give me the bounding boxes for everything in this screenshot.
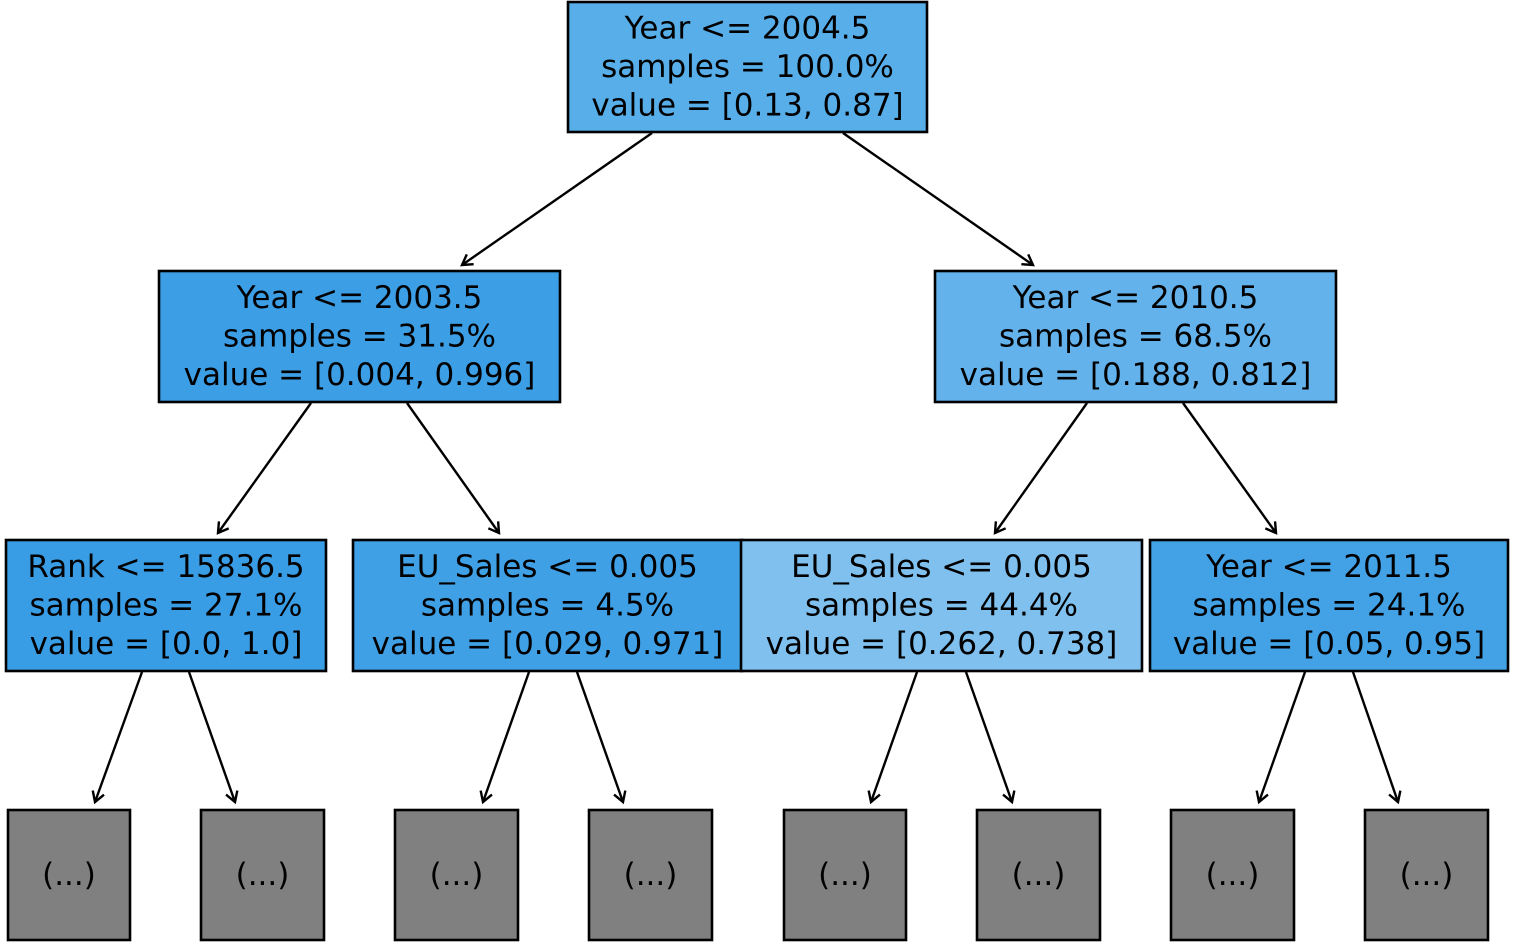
- truncated-node-box: [782, 808, 908, 942]
- truncated-node-label: (...): [818, 857, 872, 893]
- edge-arrow-n6-t7: [1351, 671, 1398, 802]
- edge-arrow-n1-n4: [406, 402, 499, 533]
- truncated-node-box: [975, 808, 1102, 942]
- node-split-label: Year <= 2003.5: [236, 280, 483, 316]
- edge-arrow-n0-n2: [842, 132, 1033, 265]
- truncated-node: (...): [587, 808, 714, 942]
- truncated-node-box: [587, 808, 714, 942]
- edge-arrow-n0-n1: [462, 132, 653, 265]
- edge-arrow-n3-t1: [187, 671, 235, 802]
- node-box: [739, 538, 1144, 673]
- node-value-label: value = [0.0, 1.0]: [30, 626, 303, 662]
- node-value-label: value = [0.05, 0.95]: [1173, 626, 1485, 662]
- edge-arrow-n4-t3: [575, 671, 623, 802]
- node-split-label: Year <= 2011.5: [1205, 549, 1452, 585]
- edge-arrow-n3-t0: [95, 671, 144, 802]
- edge-arrow-n2-n6: [1182, 402, 1276, 533]
- node-box: [566, 0, 929, 134]
- truncated-node-box: [1169, 808, 1296, 942]
- truncated-node: (...): [782, 808, 908, 942]
- truncated-node-box: [6, 808, 132, 942]
- truncated-node-label: (...): [42, 857, 96, 893]
- truncated-node-box: [1363, 808, 1490, 942]
- node-samples-label: samples = 100.0%: [601, 49, 894, 85]
- node-value-label: value = [0.13, 0.87]: [591, 88, 903, 124]
- truncated-node-label: (...): [624, 857, 678, 893]
- node-box: [351, 538, 744, 673]
- node-box: [4, 538, 328, 673]
- node-split-label: EU_Sales <= 0.005: [791, 549, 1092, 585]
- truncated-node-label: (...): [430, 857, 484, 893]
- truncated-node-box: [199, 808, 326, 942]
- node-samples-label: samples = 27.1%: [29, 588, 302, 624]
- node-split-label: Year <= 2004.5: [624, 11, 871, 47]
- edge-arrow-n2-n5: [995, 402, 1088, 533]
- edge-arrow-n1-n3: [218, 402, 312, 533]
- node-samples-label: samples = 4.5%: [421, 588, 674, 624]
- node-samples-label: samples = 24.1%: [1192, 588, 1465, 624]
- edge-arrow-n5-t4: [871, 671, 919, 802]
- node-box: [1148, 538, 1510, 673]
- node-value-label: value = [0.262, 0.738]: [766, 626, 1118, 662]
- truncated-node-label: (...): [1400, 857, 1454, 893]
- node-samples-label: samples = 31.5%: [223, 319, 496, 355]
- node-split-label: EU_Sales <= 0.005: [397, 549, 698, 585]
- truncated-node: (...): [1363, 808, 1490, 942]
- truncated-node: (...): [1169, 808, 1296, 942]
- truncated-node: (...): [393, 808, 520, 942]
- truncated-node-label: (...): [1206, 857, 1260, 893]
- truncated-node-box: [393, 808, 520, 942]
- edge-arrow-n4-t2: [483, 671, 531, 802]
- truncated-node: (...): [6, 808, 132, 942]
- node-samples-label: samples = 44.4%: [805, 588, 1078, 624]
- edges-layer: [95, 132, 1398, 802]
- node-value-label: value = [0.004, 0.996]: [184, 357, 536, 393]
- node-box: [157, 269, 562, 404]
- truncated-node: (...): [199, 808, 326, 942]
- edge-arrow-n6-t6: [1259, 671, 1307, 802]
- node-value-label: value = [0.029, 0.971]: [372, 626, 724, 662]
- edge-arrow-n5-t5: [964, 671, 1012, 802]
- node-samples-label: samples = 68.5%: [999, 319, 1272, 355]
- truncated-node-label: (...): [236, 857, 290, 893]
- node-split-label: Year <= 2010.5: [1012, 280, 1259, 316]
- node-split-label: Rank <= 15836.5: [27, 549, 304, 585]
- truncated-node: (...): [975, 808, 1102, 942]
- node-box: [933, 269, 1338, 404]
- truncated-node-label: (...): [1012, 857, 1066, 893]
- node-value-label: value = [0.188, 0.812]: [960, 357, 1312, 393]
